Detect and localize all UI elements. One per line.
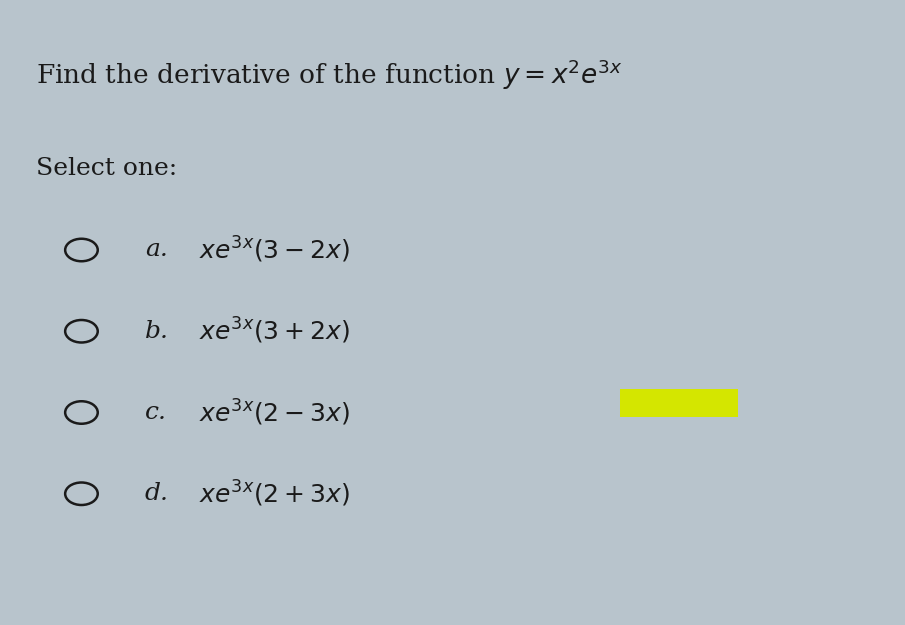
Text: $xe^{3x}(2 - 3x)$: $xe^{3x}(2 - 3x)$ [199, 398, 350, 428]
Text: $xe^{3x}(2 + 3x)$: $xe^{3x}(2 + 3x)$ [199, 479, 350, 509]
FancyBboxPatch shape [620, 389, 738, 418]
Text: c.: c. [145, 401, 167, 424]
Text: Select one:: Select one: [36, 158, 177, 180]
Text: a.: a. [145, 239, 167, 261]
Text: $xe^{3x}(3 - 2x)$: $xe^{3x}(3 - 2x)$ [199, 235, 350, 265]
Text: Find the derivative of the function $y = x^2e^{3x}$: Find the derivative of the function $y =… [36, 58, 623, 92]
Text: b.: b. [145, 320, 169, 342]
Text: $xe^{3x}(3 + 2x)$: $xe^{3x}(3 + 2x)$ [199, 316, 350, 346]
Text: d.: d. [145, 482, 169, 505]
